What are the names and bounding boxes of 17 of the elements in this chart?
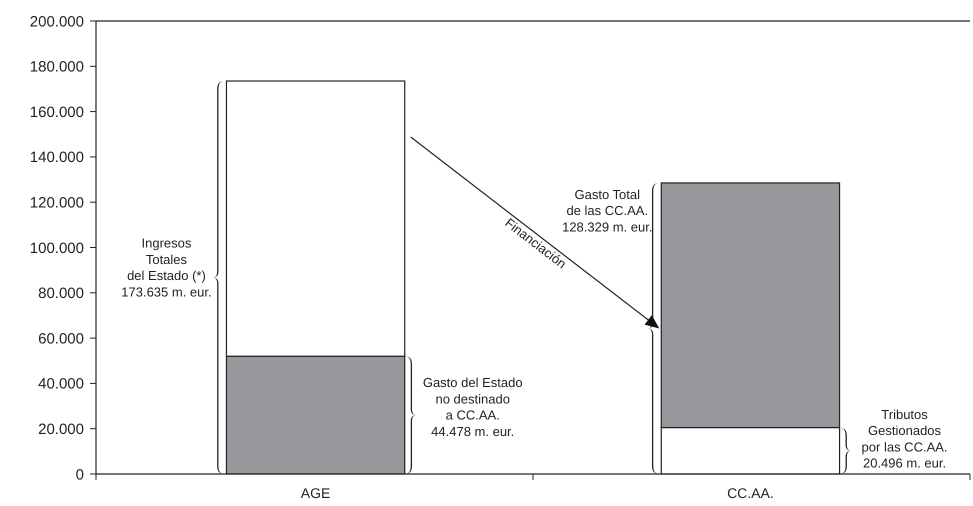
y-tick-label: 120.000 [30, 194, 84, 212]
annotation: Ingresos Totales del Estado (*) 173.635 m. eur. [121, 236, 212, 300]
y-tick-label: 40.000 [38, 376, 84, 393]
annotation: Gasto del Estado no destinado a CC.AA. 44.478 m. eur. [422, 375, 523, 439]
y-tick-label: 160.000 [30, 104, 84, 121]
y-tick-label: 0 [76, 466, 84, 484]
y-tick-label: 180.000 [30, 58, 84, 76]
annotation: Tributos Gestionados por las CC.AA. 20.496 m. eur. [862, 406, 948, 471]
y-tick-label: 140.000 [30, 149, 84, 166]
annotation: Gasto Total de las CC.AA. 128.329 m. eur. [562, 186, 652, 234]
y-tick-label: 100.000 [30, 240, 84, 257]
y-tick-label: 60.000 [38, 330, 84, 348]
y-tick-label: 20.000 [38, 420, 84, 438]
x-tick-label: AGE [300, 485, 330, 501]
y-tick-label: 80.000 [38, 285, 84, 302]
y-tick-label: 200.000 [30, 13, 84, 30]
x-tick-label: CC.AA. [727, 485, 774, 501]
